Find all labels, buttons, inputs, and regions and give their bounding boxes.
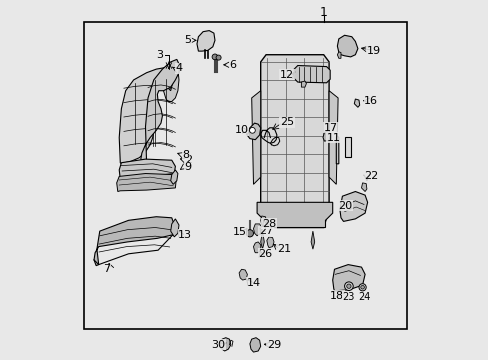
Polygon shape xyxy=(328,91,337,184)
Polygon shape xyxy=(163,69,179,102)
Text: 6: 6 xyxy=(229,60,236,70)
Polygon shape xyxy=(249,338,260,352)
Text: 8: 8 xyxy=(182,150,189,160)
Polygon shape xyxy=(119,68,175,164)
Polygon shape xyxy=(257,202,332,228)
Polygon shape xyxy=(251,91,260,184)
FancyBboxPatch shape xyxy=(84,22,406,329)
Polygon shape xyxy=(337,35,357,57)
Polygon shape xyxy=(197,31,215,51)
Polygon shape xyxy=(337,52,340,58)
Polygon shape xyxy=(332,265,365,291)
Polygon shape xyxy=(322,130,329,141)
Text: 28: 28 xyxy=(261,219,276,229)
Polygon shape xyxy=(117,174,176,192)
Circle shape xyxy=(358,284,366,291)
Circle shape xyxy=(246,230,253,237)
Text: 29: 29 xyxy=(266,340,281,350)
Text: 13: 13 xyxy=(178,230,192,240)
Polygon shape xyxy=(119,159,175,179)
Text: 7: 7 xyxy=(103,264,110,274)
Polygon shape xyxy=(260,55,328,228)
Circle shape xyxy=(216,55,221,60)
Text: 26: 26 xyxy=(258,249,272,259)
Polygon shape xyxy=(246,123,260,140)
Text: 14: 14 xyxy=(246,278,260,288)
Text: 30: 30 xyxy=(211,340,225,350)
Polygon shape xyxy=(253,224,261,236)
Text: 2: 2 xyxy=(185,155,192,165)
Text: 4: 4 xyxy=(175,63,182,73)
Polygon shape xyxy=(339,192,367,221)
Text: 21: 21 xyxy=(277,244,290,254)
Polygon shape xyxy=(220,338,230,351)
Polygon shape xyxy=(310,231,314,249)
Circle shape xyxy=(212,54,218,60)
Text: 12: 12 xyxy=(279,70,293,80)
Polygon shape xyxy=(361,183,366,192)
Polygon shape xyxy=(336,136,338,164)
Text: 24: 24 xyxy=(357,292,369,302)
Text: 1: 1 xyxy=(319,6,327,19)
Text: 27: 27 xyxy=(259,226,273,236)
Text: 19: 19 xyxy=(366,46,380,56)
Text: 25: 25 xyxy=(279,117,293,127)
Circle shape xyxy=(360,285,364,289)
Text: 11: 11 xyxy=(326,132,340,143)
Polygon shape xyxy=(260,231,264,249)
Polygon shape xyxy=(170,219,179,237)
Bar xyxy=(344,137,350,157)
Text: 18: 18 xyxy=(329,291,344,301)
Text: 23: 23 xyxy=(342,292,354,302)
Circle shape xyxy=(249,127,255,133)
Polygon shape xyxy=(294,66,329,83)
Polygon shape xyxy=(301,81,306,87)
Text: 16: 16 xyxy=(364,96,377,106)
Text: 17: 17 xyxy=(323,123,337,133)
Circle shape xyxy=(346,284,350,288)
Polygon shape xyxy=(253,242,260,253)
Text: 10: 10 xyxy=(234,125,248,135)
Text: 3: 3 xyxy=(156,50,163,60)
Polygon shape xyxy=(266,237,273,248)
Polygon shape xyxy=(94,217,174,266)
Polygon shape xyxy=(239,269,247,280)
Text: 9: 9 xyxy=(183,162,191,172)
Polygon shape xyxy=(354,99,359,107)
Text: 22: 22 xyxy=(364,171,378,181)
Text: 15: 15 xyxy=(233,227,246,237)
Polygon shape xyxy=(170,170,178,184)
Text: 20: 20 xyxy=(338,201,352,211)
Circle shape xyxy=(344,282,352,291)
Polygon shape xyxy=(260,216,266,226)
Polygon shape xyxy=(141,59,179,163)
Text: 5: 5 xyxy=(184,35,191,45)
